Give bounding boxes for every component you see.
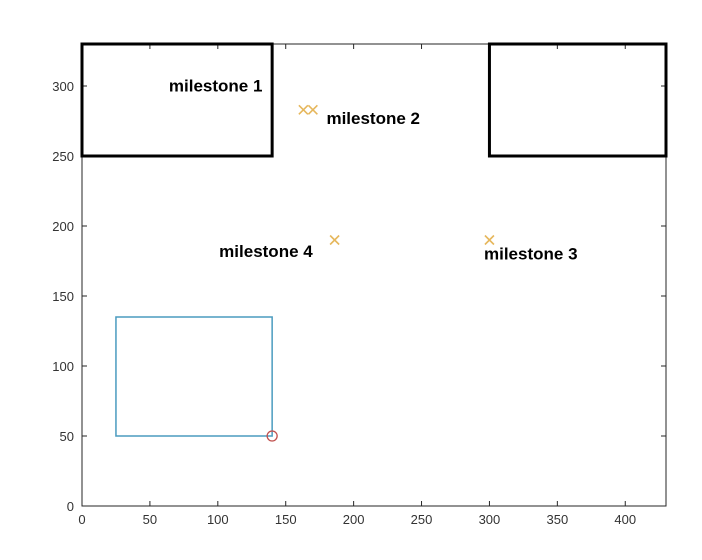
circle-marker (266, 430, 278, 442)
region-rect (115, 316, 273, 437)
x-tick-label: 100 (207, 512, 229, 527)
x-marker-stroke (298, 104, 309, 115)
x-marker-stroke (307, 104, 318, 115)
x-tick-label: 350 (546, 512, 568, 527)
annotation-label: milestone 2 (326, 109, 420, 128)
obstacle-rect (80, 42, 274, 158)
y-tick-label: 50 (60, 429, 74, 444)
x-tick-label: 250 (411, 512, 433, 527)
y-tick-label: 100 (52, 359, 74, 374)
x-marker (307, 104, 318, 115)
x-marker-stroke (484, 234, 495, 246)
x-marker (484, 234, 495, 246)
axes-box (81, 43, 667, 507)
x-marker (298, 104, 309, 115)
obstacle-rect (487, 42, 668, 158)
annotation-label: milestone 4 (219, 242, 313, 261)
y-tick-label: 300 (52, 79, 74, 94)
annotation-label: milestone 1 (169, 77, 263, 96)
x-tick-label: 400 (614, 512, 636, 527)
y-tick-label: 250 (52, 149, 74, 164)
x-tick-label: 300 (479, 512, 501, 527)
x-tick-label: 0 (78, 512, 85, 527)
y-tick-label: 200 (52, 219, 74, 234)
x-marker-stroke (329, 234, 340, 246)
x-marker (329, 234, 340, 246)
y-tick-label: 150 (52, 289, 74, 304)
plot-area: 0 50 100 150 200 250 300 350 400 0 50 100 150 200 250 3… (52, 42, 668, 527)
annotation-label: milestone 3 (484, 245, 578, 264)
x-tick-label: 50 (143, 512, 157, 527)
x-tick-label: 200 (343, 512, 365, 527)
y-tick-label: 0 (67, 499, 74, 514)
x-tick-label: 150 (275, 512, 297, 527)
